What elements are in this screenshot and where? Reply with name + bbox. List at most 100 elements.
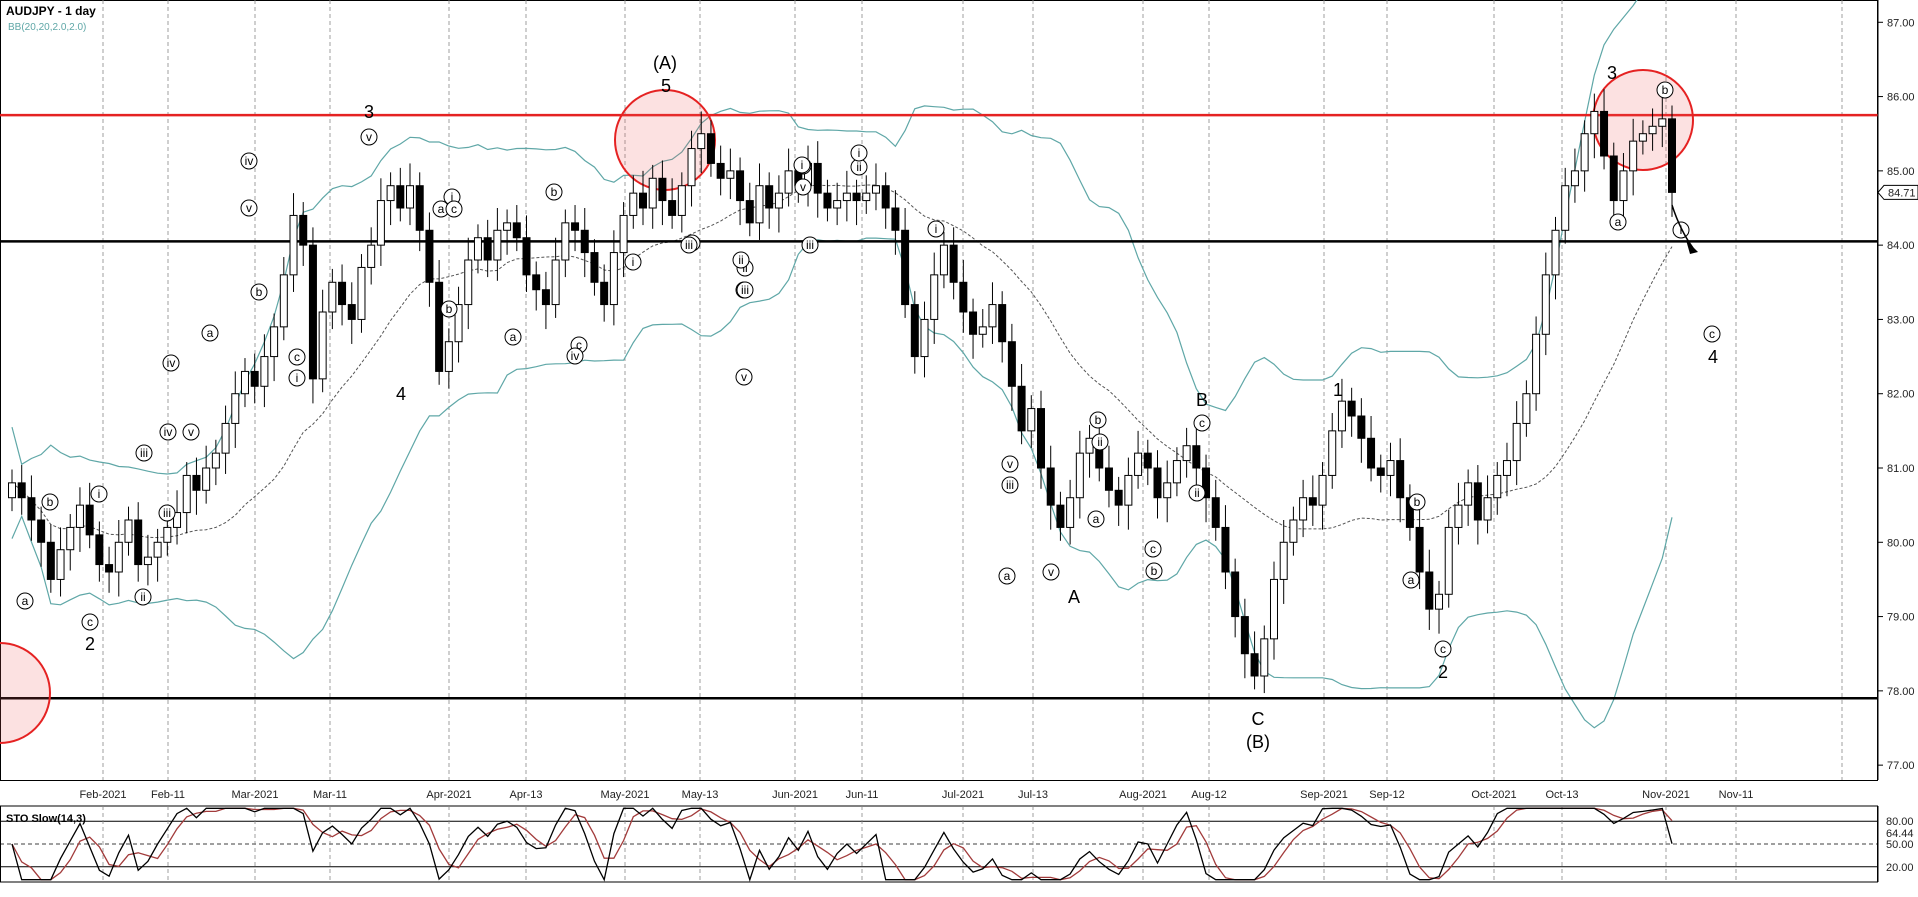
candle-body	[677, 185, 686, 216]
wave-circle-label: iii	[1006, 478, 1014, 492]
candle-body	[503, 222, 512, 231]
current-price-label: 84.71	[1888, 187, 1916, 199]
wave-circle	[1434, 640, 1452, 658]
candle-body	[998, 304, 1007, 343]
price-tick-label: 79.00	[1887, 612, 1915, 624]
candle-body	[95, 534, 104, 566]
candle-body	[1464, 482, 1473, 506]
time-tick-label: Nov-11	[1719, 789, 1754, 801]
wave-circle	[566, 347, 584, 365]
candle-body	[697, 133, 706, 150]
candle-body	[1512, 422, 1521, 462]
time-tick-label: Feb-2021	[79, 789, 126, 801]
candle-body	[163, 526, 172, 543]
wave-circle	[1091, 433, 1109, 451]
candle-body	[1541, 274, 1550, 335]
wave-circle-label: c	[451, 202, 457, 216]
candle-body	[1444, 526, 1453, 595]
wave-label: (A)	[653, 53, 677, 73]
wave-circle	[680, 236, 698, 254]
candle-body	[289, 214, 298, 276]
candle-body	[687, 148, 696, 187]
time-tick-label: Feb-11	[151, 789, 185, 801]
price-tick-label: 86.00	[1887, 92, 1915, 104]
candle-body	[1037, 408, 1046, 469]
wave-circle	[288, 348, 306, 366]
wave-label: 5	[661, 76, 671, 96]
candle-body	[1367, 437, 1376, 469]
wave-circle-label: v	[1048, 565, 1054, 579]
wave-label: (B)	[1246, 732, 1270, 752]
wave-circle	[793, 156, 811, 174]
wave-circle	[732, 251, 750, 269]
time-tick-label: Oct-13	[1545, 789, 1578, 801]
price-tick-label: 78.00	[1887, 686, 1915, 698]
wave-circle-label: ii	[856, 160, 861, 174]
wave-circle-label: ii	[1194, 486, 1199, 500]
wave-circle	[624, 253, 642, 271]
wave-circle-label: iii	[140, 446, 148, 460]
candle-body	[1269, 578, 1278, 640]
candle-body	[1435, 593, 1444, 610]
candle-body	[600, 281, 609, 306]
wave-circle-label: iii	[741, 283, 749, 297]
price-tick-label: 80.00	[1887, 537, 1915, 549]
candle-body	[173, 512, 182, 528]
highlight-circle	[0, 642, 51, 744]
time-tick-label: Jul-13	[1018, 789, 1048, 801]
wave-label: 3	[364, 102, 374, 122]
wave-label: 4	[1708, 347, 1718, 367]
candle-body	[250, 370, 259, 387]
candle-body	[571, 222, 580, 231]
candle-body	[17, 482, 26, 499]
candle-body	[1600, 110, 1609, 157]
wave-circle	[162, 354, 180, 372]
candle-body	[425, 229, 434, 283]
wave-label: B	[1196, 390, 1208, 410]
candle-body	[221, 422, 230, 454]
candle-body	[270, 326, 279, 358]
wave-circle	[250, 283, 268, 301]
wave-circle-label: b	[47, 495, 54, 509]
wave-circle-label: iv	[164, 425, 173, 439]
wave-circle	[1703, 325, 1721, 343]
wave-circle-label: ii	[1097, 435, 1102, 449]
wave-circle	[850, 144, 868, 162]
candle-body	[1163, 482, 1172, 499]
candle-body	[143, 556, 152, 566]
candle-body	[833, 200, 842, 209]
candle-body	[75, 504, 84, 528]
candle-body	[1609, 155, 1618, 202]
wave-circle	[1656, 81, 1674, 99]
candle-body	[483, 237, 492, 261]
candle-body	[901, 229, 910, 306]
time-tick-label: Sep-12	[1369, 789, 1404, 801]
horizontal-levels	[0, 113, 1878, 700]
candle-body	[1347, 400, 1356, 417]
candle-body	[522, 237, 531, 276]
candle-body	[755, 185, 764, 224]
candle-body	[1134, 452, 1143, 476]
candle-body	[1318, 474, 1327, 506]
candle-body	[367, 244, 376, 268]
wave-label: A	[1068, 587, 1080, 607]
bollinger-upper	[11, 0, 1638, 475]
candle-body	[1386, 460, 1395, 476]
candle-body	[1027, 408, 1036, 432]
candle-body	[1638, 133, 1647, 142]
stochastic-tick-label: 80.00	[1886, 816, 1914, 828]
wave-circle	[1408, 493, 1426, 511]
candle-body	[1182, 445, 1191, 462]
candle-body	[134, 519, 143, 566]
wave-circle	[1193, 414, 1211, 432]
candle-body	[1231, 571, 1240, 618]
candle-body	[1357, 415, 1366, 439]
wave-circle	[736, 281, 754, 299]
wave-circle-label: a	[207, 326, 214, 340]
wave-circle-label: c	[294, 350, 300, 364]
time-tick-label: Jul-2021	[942, 789, 984, 801]
price-tick-label: 85.00	[1887, 166, 1915, 178]
candle-body	[1066, 497, 1075, 528]
wave-circle	[801, 236, 819, 254]
candle-body	[823, 192, 832, 209]
